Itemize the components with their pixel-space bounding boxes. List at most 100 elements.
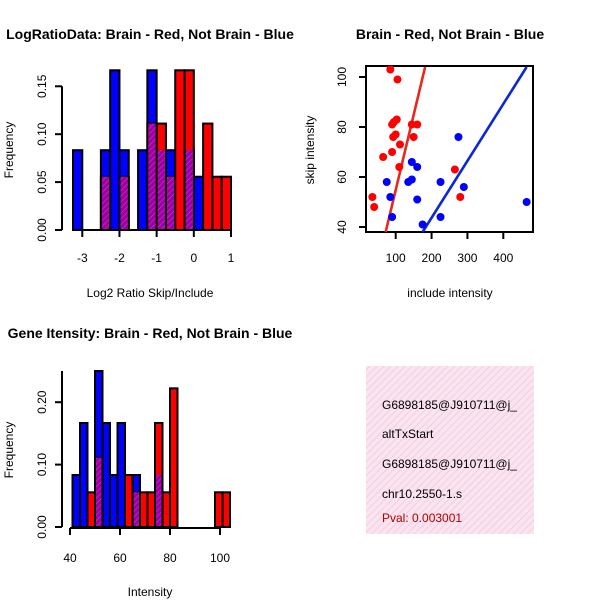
histogram-bars xyxy=(71,370,231,529)
y-axis-label: Frequency xyxy=(2,122,16,179)
x-tick-label: 80 xyxy=(163,551,177,565)
point-not-brain xyxy=(459,183,468,191)
bar-brain xyxy=(139,491,149,529)
axes: -3 -2 -1 0 1 0.00 0.05 0.10 0.15 xyxy=(35,74,235,265)
axes: 40 60 80 100 0.00 0.10 0.20 xyxy=(35,371,230,565)
point-not-brain xyxy=(413,195,422,204)
bar-not-brain xyxy=(72,149,84,231)
point-brain xyxy=(413,120,422,129)
bar-overlap xyxy=(157,150,165,229)
bar-overlap xyxy=(156,475,162,526)
bar-not-brain xyxy=(192,175,205,232)
histogram-gene-intensity: Gene Itensity: Brain - Red, Not Brain - … xyxy=(2,325,293,599)
x-tick-label: -1 xyxy=(151,251,162,265)
point-not-brain xyxy=(407,175,416,184)
bar-not-brain xyxy=(109,69,121,231)
point-brain xyxy=(395,163,404,171)
bar-not-brain xyxy=(79,421,89,528)
info-line-4: chr10.2550-1.s xyxy=(382,487,462,501)
bar-brain xyxy=(202,122,214,231)
x-axis-label: Intensity xyxy=(128,585,173,599)
x-tick-label: -3 xyxy=(77,251,88,265)
y-tick-label: 0.10 xyxy=(35,122,49,146)
bar-not-brain xyxy=(116,421,126,528)
bar-overlap xyxy=(185,150,193,229)
point-brain xyxy=(456,193,465,201)
p-value: Pval: 0.003001 xyxy=(382,511,462,525)
point-brain xyxy=(396,140,404,149)
x-tick-label: 40 xyxy=(63,551,77,565)
point-not-brain xyxy=(386,193,395,201)
point-brain xyxy=(368,193,377,201)
y-tick-label: 0.00 xyxy=(35,515,49,539)
point-brain xyxy=(388,148,397,156)
point-brain xyxy=(392,115,401,124)
y-tick-label: 100 xyxy=(335,67,349,87)
point-brain xyxy=(409,133,418,141)
bar-brain xyxy=(214,491,224,529)
scatter-points xyxy=(368,65,531,229)
x-tick-label: 0 xyxy=(190,251,197,265)
point-not-brain xyxy=(413,163,422,171)
fit-line-not-brain xyxy=(421,66,528,233)
bar-brain xyxy=(146,491,156,529)
histogram-bars xyxy=(72,69,233,232)
point-brain xyxy=(370,203,379,211)
y-tick-label: 0.10 xyxy=(35,453,49,477)
y-tick-label: 0.20 xyxy=(35,390,49,414)
bar-not-brain xyxy=(137,149,149,231)
y-tick-label: 80 xyxy=(335,120,349,134)
histogram-log-ratio: LogRatioData: Brain - Red, Not Brain - B… xyxy=(2,26,294,300)
point-not-brain xyxy=(436,178,445,186)
info-line-1: G6898185@J910711@j_ xyxy=(382,398,517,412)
y-tick-label: 0.05 xyxy=(35,170,49,194)
x-tick-label: 100 xyxy=(386,251,406,265)
point-not-brain xyxy=(382,178,391,186)
bar-not-brain xyxy=(109,474,119,529)
y-axis-label: Frequency xyxy=(2,422,16,479)
bar-brain xyxy=(124,474,134,529)
x-tick-label: 60 xyxy=(113,551,127,565)
x-tick-label: -2 xyxy=(114,251,125,265)
bar-brain xyxy=(221,491,231,529)
chart-title: LogRatioData: Brain - Red, Not Brain - B… xyxy=(6,26,294,42)
point-brain xyxy=(393,75,402,84)
scatter-intensity: Brain - Red, Not Brain - Blue 100 200 300 4… xyxy=(303,26,544,300)
y-tick-label: 0.00 xyxy=(35,218,49,242)
point-brain xyxy=(386,65,395,74)
bar-not-brain xyxy=(71,474,81,529)
info-panel: G6898185@J910711@j_ altTxStart G6898185@… xyxy=(366,366,534,534)
point-brain xyxy=(379,153,388,161)
x-tick-label: 200 xyxy=(422,251,442,265)
point-brain xyxy=(450,165,459,174)
x-tick-label: 100 xyxy=(210,551,230,565)
plot-frame xyxy=(365,65,534,233)
bar-brain xyxy=(161,491,171,529)
y-axis-label: skip intensity xyxy=(303,116,317,185)
point-brain xyxy=(391,130,400,139)
bar-not-brain xyxy=(101,421,111,528)
bar-overlap xyxy=(101,176,110,229)
bar-overlap xyxy=(148,123,156,229)
x-tick-label: 400 xyxy=(493,251,513,265)
chart-title: Gene Itensity: Brain - Red, Not Brain - … xyxy=(8,325,293,341)
axes: 100 200 300 400 40 60 80 100 xyxy=(335,67,514,265)
bar-brain xyxy=(169,387,179,528)
bar-brain xyxy=(174,69,186,231)
bar-overlap xyxy=(120,176,128,229)
fit-line-brain xyxy=(384,66,427,233)
point-not-brain xyxy=(388,213,397,221)
point-not-brain xyxy=(436,213,445,221)
x-tick-label: 300 xyxy=(457,251,477,265)
bar-brain xyxy=(211,175,223,232)
bar-brain xyxy=(86,491,96,529)
bar-brain xyxy=(220,175,233,232)
bar-overlap xyxy=(96,457,102,526)
info-background xyxy=(366,366,534,534)
x-axis-label: Log2 Ratio Skip/Include xyxy=(87,286,214,300)
y-tick-label: 0.15 xyxy=(35,74,49,98)
chart-title: Brain - Red, Not Brain - Blue xyxy=(356,26,544,42)
point-not-brain xyxy=(522,198,531,206)
info-line-2: altTxStart xyxy=(382,427,434,441)
